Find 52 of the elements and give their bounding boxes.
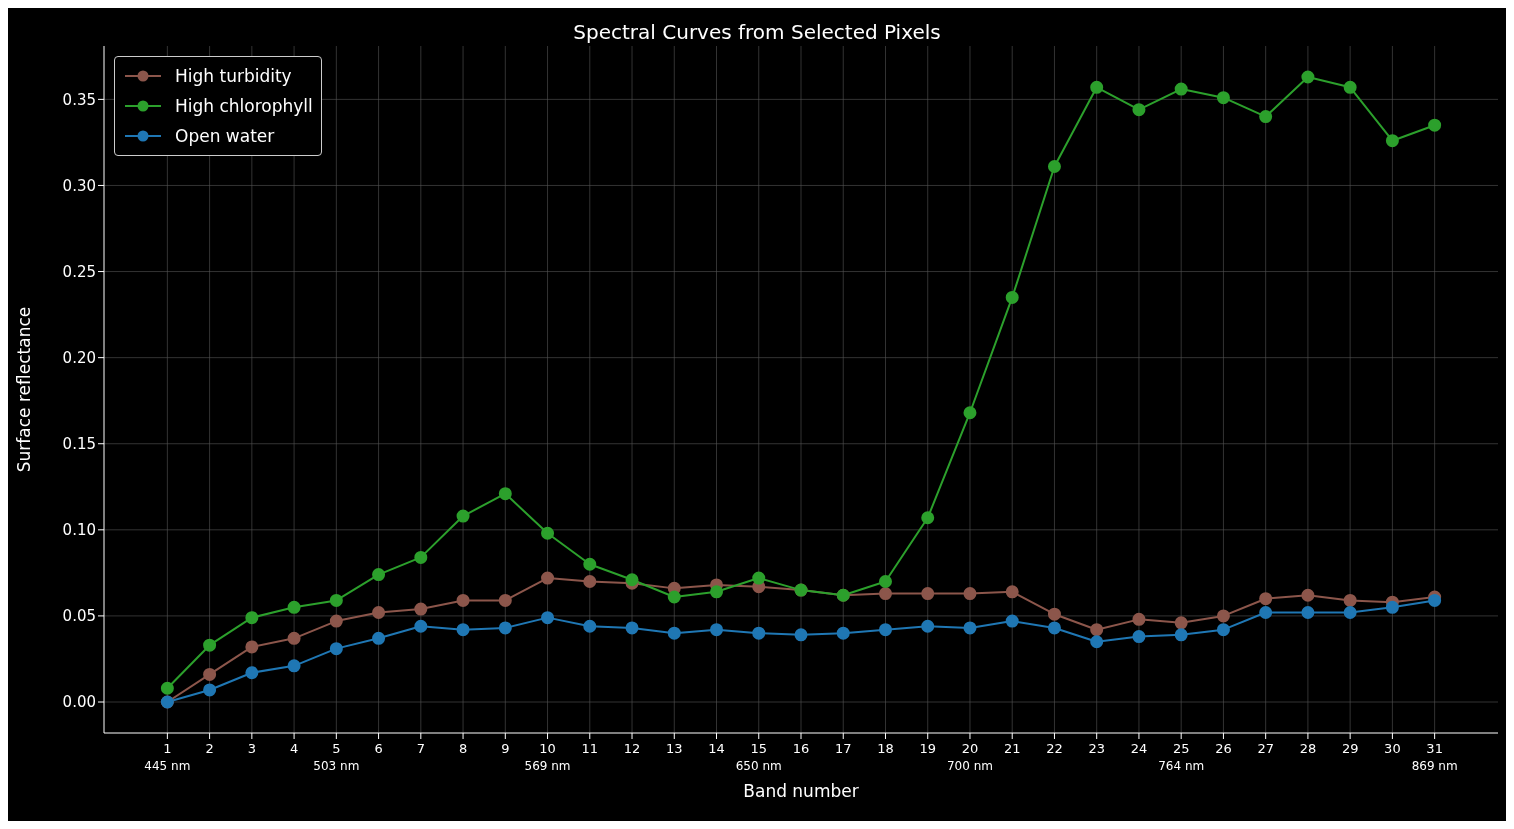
x-tick-label: 15 [750,741,768,756]
x-tick-label: 11 [581,741,599,756]
x-tick-label: 2 [205,741,214,756]
text: 700 nm [946,759,993,773]
x-tick-label: 26 [1215,741,1232,756]
x-tick-label: 7 [416,741,425,756]
y-tick-label: 0.00 [62,693,96,712]
x-tick-label: 17 [834,741,852,756]
legend-label: Open water [175,126,275,146]
text: 503 nm [313,759,360,773]
text: 445 nm [144,759,191,773]
y-tick-label: 0.15 [62,435,96,454]
x-tick-label: 16 [792,741,810,756]
text: 569 nm [524,759,571,773]
y-tick-label: 0.10 [62,521,96,540]
x-tick-label: 9 [501,741,510,756]
x-tick-label: 30 [1384,741,1401,756]
text: 764 nm [1158,759,1205,773]
x-tick-label: 22 [1046,741,1063,756]
x-tick-label: 29 [1341,741,1359,756]
x-tick-label: 24 [1130,741,1148,756]
text: 650 nm [735,759,782,773]
x-tick-label: 3 [247,741,256,756]
x-tick-label: 1 [163,741,172,756]
x-tick-label: 18 [877,741,894,756]
y-axis-title: Surface reflectance [14,306,35,473]
x-tick-label: 28 [1299,741,1317,756]
y-tick-label: 0.35 [62,90,96,109]
x-tick-label: 25 [1172,741,1190,756]
x-tick-label: 31 [1426,741,1443,756]
x-tick-label: 12 [623,741,641,756]
x-tick-label: 27 [1257,741,1274,756]
x-tick-label: 8 [458,741,468,756]
x-tick-label: 23 [1088,741,1105,756]
legend-label: High chlorophyll [175,96,313,116]
x-tick-label: 10 [539,741,556,756]
y-tick-label: 0.30 [62,176,96,195]
y-tick-label: 0.25 [62,262,96,281]
chart-title: Spectral Curves from Selected Pixels [572,20,942,44]
x-tick-label: 6 [374,741,383,756]
x-axis-title: Band number [743,781,859,801]
x-tick-label: 20 [961,741,979,756]
x-tick-label: 5 [332,741,341,756]
text: 869 nm [1411,759,1458,773]
x-tick-label: 14 [708,741,725,756]
legend-label: High turbidity [175,66,292,86]
x-tick-label: 4 [289,741,299,756]
y-tick-label: 0.20 [62,348,96,367]
y-tick-label: 0.05 [62,607,96,626]
x-tick-label: 13 [666,741,683,756]
x-tick-label: 21 [1003,741,1021,756]
x-tick-label: 19 [919,741,936,756]
